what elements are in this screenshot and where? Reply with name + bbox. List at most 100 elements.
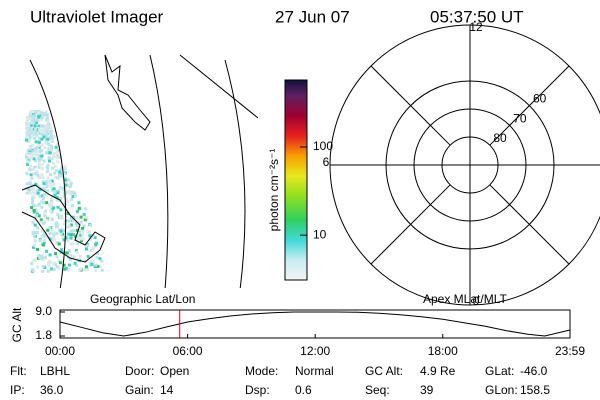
emission-pixel (25, 187, 29, 191)
emission-pixel (25, 156, 29, 160)
emission-pixel (34, 172, 38, 176)
emission-pixel (88, 260, 92, 264)
emission-pixel (65, 237, 69, 241)
emission-pixel (69, 236, 73, 240)
emission-pixel (98, 264, 102, 268)
date: 27 Jun 07 (275, 7, 350, 26)
emission-pixel (40, 162, 44, 166)
emission-pixel (38, 176, 42, 180)
emission-pixel (45, 116, 49, 120)
emission-pixel (62, 172, 66, 176)
emission-pixel (57, 189, 61, 193)
lat-label: 80 (493, 131, 507, 145)
emission-pixel (66, 190, 70, 194)
emission-pixel (70, 204, 74, 208)
emission-pixel (29, 182, 33, 186)
emission-pixel (48, 253, 52, 257)
emission-pixel (41, 196, 45, 200)
emission-pixel (84, 265, 88, 269)
emission-pixel (33, 223, 37, 227)
emission-pixel (26, 162, 30, 166)
emission-pixel (64, 236, 68, 240)
emission-pixel (67, 232, 71, 236)
emission-pixel (47, 202, 51, 206)
emission-pixel (34, 208, 38, 212)
emission-pixel (62, 165, 66, 169)
emission-pixel (58, 215, 62, 219)
emission-pixel (83, 259, 87, 263)
emission-pixel (28, 151, 32, 155)
emission-pixel (62, 238, 66, 242)
emission-pixel (96, 251, 100, 255)
emission-pixel (56, 198, 60, 202)
emission-pixel (55, 152, 59, 156)
geographic-map (21, 54, 258, 288)
status-label: Dsp: (245, 383, 270, 397)
emission-pixel (83, 268, 87, 272)
emission-pixel (42, 257, 46, 261)
emission-pixel (100, 259, 104, 263)
emission-pixel (69, 192, 73, 196)
emission-pixel (28, 114, 32, 118)
emission-pixel (77, 233, 81, 237)
colorbar-tick-label: 100 (313, 139, 333, 153)
emission-pixel (30, 176, 34, 180)
emission-pixel (47, 122, 51, 126)
emission-pixel (60, 216, 64, 220)
emission-pixel (34, 192, 38, 196)
emission-pixel (42, 182, 46, 186)
emission-pixel (34, 127, 38, 131)
instrument-title: Ultraviolet Imager (30, 7, 164, 26)
emission-pixel (49, 205, 53, 209)
emission-pixel (90, 262, 94, 266)
emission-pixel (39, 157, 43, 161)
emission-pixel (35, 146, 39, 150)
emission-pixel (56, 176, 60, 180)
emission-pixel (91, 259, 95, 263)
emission-pixel (57, 242, 61, 246)
emission-pixel (66, 200, 70, 204)
status-label: Mode: (245, 364, 278, 378)
emission-pixel (71, 218, 75, 222)
emission-pixel (76, 209, 80, 213)
emission-pixel (41, 128, 45, 132)
emission-pixel (38, 238, 42, 242)
emission-pixel (79, 220, 83, 224)
emission-pixel (42, 135, 46, 139)
emission-pixel (56, 222, 60, 226)
emission-pixel (34, 140, 38, 144)
emission-pixel (53, 164, 57, 168)
emission-pixel (59, 229, 63, 233)
emission-pixel (50, 210, 54, 214)
emission-pixel (98, 257, 102, 261)
emission-pixel (30, 123, 34, 127)
emission-pixel (64, 197, 68, 201)
emission-pixel (31, 188, 35, 192)
emission-pixel (37, 214, 41, 218)
map-caption: Geographic Lat/Lon (90, 292, 195, 306)
emission-pixel (32, 166, 36, 170)
emission-pixel (59, 196, 63, 200)
emission-pixel (42, 113, 46, 117)
emission-pixel (47, 261, 51, 265)
emission-pixel (39, 200, 43, 204)
emission-pixel (42, 234, 46, 238)
emission-pixel (32, 208, 36, 212)
emission-pixel (25, 135, 29, 139)
mlt-label: 12 (469, 20, 483, 34)
emission-pixel (79, 233, 83, 237)
emission-pixel (48, 151, 52, 155)
emission-pixel (45, 218, 49, 222)
emission-pixel (73, 261, 77, 265)
emission-pixel (55, 143, 59, 147)
emission-pixel (25, 137, 29, 141)
emission-pixel (73, 191, 77, 195)
emission-pixel (93, 244, 97, 248)
emission-pixel (35, 247, 39, 251)
status-value: LBHL (40, 364, 70, 378)
lat-label: 70 (513, 111, 527, 125)
emission-pixel (63, 207, 67, 211)
emission-pixel (31, 168, 35, 172)
emission-pixel (68, 179, 72, 183)
emission-pixel (34, 131, 38, 135)
